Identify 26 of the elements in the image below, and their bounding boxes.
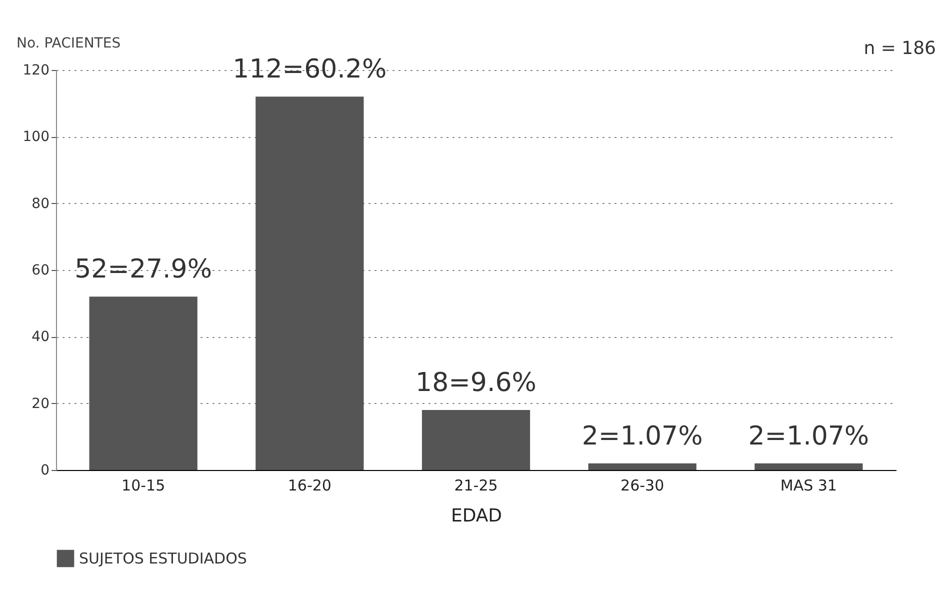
y-axis-title: No. PACIENTES <box>16 36 121 52</box>
y-tick-label: 0 <box>40 462 50 478</box>
data-label: 2=1.07% <box>582 421 703 452</box>
y-tick-label: 20 <box>32 396 50 412</box>
x-tick-label: 26-30 <box>620 476 664 494</box>
data-label: 112=60.2% <box>232 54 387 85</box>
x-tick-label: 16-20 <box>288 476 332 494</box>
data-label: 52=27.9% <box>74 254 212 285</box>
bar <box>256 96 364 470</box>
y-tick-label: 100 <box>22 129 50 146</box>
legend-label: SUJETOS ESTUDIADOS <box>79 550 247 568</box>
x-axis-title: EDAD <box>450 506 502 526</box>
bar <box>89 296 198 470</box>
bar <box>588 463 696 470</box>
x-tick-label: 10-15 <box>122 476 166 494</box>
text: n = 186 <box>864 38 936 59</box>
y-tick-label: 80 <box>32 196 50 212</box>
bar <box>422 410 530 470</box>
y-tick-label: 40 <box>32 329 50 346</box>
y-tick-label: 120 <box>22 62 50 78</box>
x-tick-label: MAS 31 <box>780 476 837 494</box>
data-label: 18=9.6% <box>416 368 536 398</box>
data-label: 2=1.07% <box>748 421 870 452</box>
x-tick-label: 21-25 <box>454 476 498 494</box>
bar <box>754 463 863 470</box>
y-tick-label: 60 <box>32 262 50 278</box>
